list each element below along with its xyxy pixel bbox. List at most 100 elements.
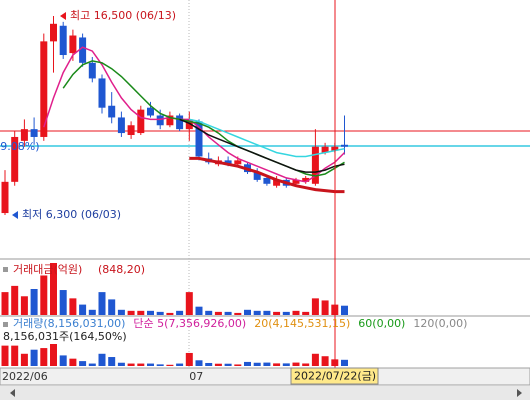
volume-bar xyxy=(292,362,300,366)
amount-bar xyxy=(117,309,125,315)
candle-body xyxy=(11,136,19,182)
candle-body xyxy=(156,115,164,126)
candle-body xyxy=(137,109,145,134)
candle-body xyxy=(50,23,57,42)
amount-bar xyxy=(195,306,203,315)
volume-bar xyxy=(137,363,145,366)
volume-bar xyxy=(253,362,261,366)
volume-legend-item: 120(0,00) xyxy=(413,317,467,330)
amount-bar xyxy=(311,298,319,315)
candle-body xyxy=(79,37,87,63)
panel-icon xyxy=(3,267,8,272)
amount-bar xyxy=(176,310,184,315)
low-arrow xyxy=(12,211,18,219)
candle-body xyxy=(117,117,125,134)
amount-bar xyxy=(214,311,222,315)
amount-bar xyxy=(273,311,281,315)
volume-bar xyxy=(40,348,48,366)
volume-bar xyxy=(147,363,154,366)
candle-body xyxy=(20,129,28,141)
volume-bar xyxy=(321,356,329,366)
candle-body xyxy=(321,146,329,153)
volume-bar xyxy=(195,360,203,366)
scroll-left[interactable] xyxy=(10,389,15,397)
volume-bar xyxy=(156,364,164,366)
x-tick-label: 2022/06 xyxy=(2,370,48,383)
volume-bar xyxy=(30,349,38,366)
moving-average xyxy=(43,46,346,183)
amount-bar xyxy=(292,310,300,315)
volume-bar xyxy=(282,363,290,366)
amount-bar xyxy=(205,310,213,315)
volume-note: 8,156,031주(164,50%) xyxy=(3,330,127,343)
volume-bar xyxy=(79,361,87,366)
amount-bar xyxy=(88,309,96,315)
volume-bar xyxy=(273,363,281,366)
volume-bar xyxy=(127,363,135,366)
candle-body xyxy=(234,160,242,165)
volume-bar xyxy=(185,352,193,366)
amount-bar xyxy=(137,310,145,315)
volume-bar xyxy=(88,363,96,366)
candle-body xyxy=(263,177,271,184)
volume-bar xyxy=(224,363,232,366)
volume-bar xyxy=(117,362,125,366)
amount-bar xyxy=(11,285,19,315)
scroll-right[interactable] xyxy=(517,389,522,397)
amount-bar xyxy=(69,298,77,315)
amount-bar xyxy=(302,311,310,315)
candle-body xyxy=(1,181,9,214)
candle-body xyxy=(224,160,232,165)
volume-bar xyxy=(11,345,19,366)
amount-bar xyxy=(1,292,9,315)
candle-body xyxy=(185,119,193,130)
moving-average xyxy=(189,118,345,158)
volume-bar xyxy=(214,363,222,366)
crosshair-date: 2022/07/22(금) xyxy=(294,370,376,383)
volume-bar xyxy=(50,344,57,366)
candle-body xyxy=(69,35,77,54)
candle-body xyxy=(273,179,281,186)
candle-body xyxy=(292,179,300,184)
candle-body xyxy=(166,115,174,126)
x-axis xyxy=(0,367,530,386)
volume-bar xyxy=(20,353,28,366)
amount-bar xyxy=(20,296,28,315)
volume-bar xyxy=(108,357,116,366)
amount-bar xyxy=(30,289,38,315)
scrollbar[interactable] xyxy=(0,386,530,400)
amount-bar xyxy=(185,292,193,315)
amount-bar xyxy=(234,312,242,315)
volume-legend-item: 거래량(8,156,031,00) xyxy=(13,317,125,330)
amount-bar xyxy=(147,310,154,315)
amount-bar xyxy=(50,263,57,315)
candle-body xyxy=(253,172,261,180)
change-label: (9.08%) xyxy=(0,140,40,153)
candle-body xyxy=(40,41,48,137)
candle-body xyxy=(176,115,184,130)
amount-bar xyxy=(253,310,261,315)
volume-bar xyxy=(176,363,184,366)
volume-bar xyxy=(234,364,242,366)
candle-body xyxy=(108,105,116,118)
amount-bar xyxy=(59,290,67,315)
candle-body xyxy=(98,78,106,108)
amount-title: 거래대금(억원) xyxy=(13,263,82,276)
volume-bar xyxy=(1,345,9,366)
high-label: 최고 16,500 (06/13) xyxy=(70,9,176,22)
volume-bar xyxy=(302,363,310,366)
moving-average xyxy=(189,156,345,194)
volume-bar xyxy=(59,355,67,366)
candle-body xyxy=(59,25,67,56)
amount-bar xyxy=(79,304,87,315)
amount-bar xyxy=(127,310,135,315)
amount-bar xyxy=(341,305,348,315)
candle-body xyxy=(311,146,319,184)
volume-bar xyxy=(341,359,348,366)
amount-bar xyxy=(282,311,290,315)
amount-bar xyxy=(166,312,174,315)
volume-bar xyxy=(69,358,77,366)
volume-bar xyxy=(263,362,271,366)
